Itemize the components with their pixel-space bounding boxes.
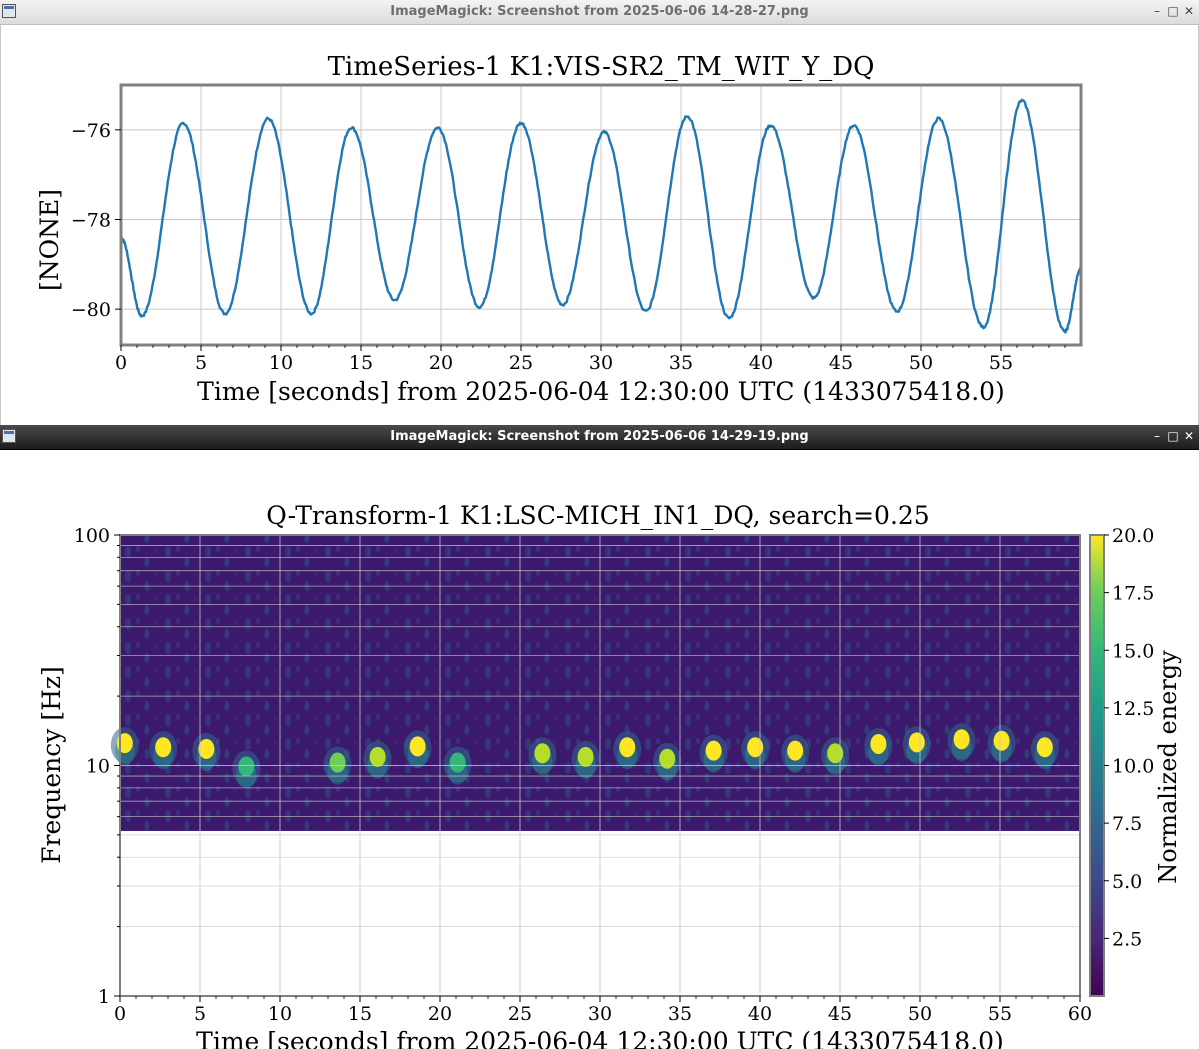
energy-spot xyxy=(409,736,426,757)
y-tick-label: −80 xyxy=(71,299,111,321)
x-tick-label: 25 xyxy=(508,1003,532,1025)
image-canvas: Q-Transform-1 K1:LSC-MICH_IN1_DQ, search… xyxy=(0,450,1199,1049)
y-axis-ticks: −80 −78 −76 xyxy=(71,120,121,321)
energy-spot xyxy=(198,738,215,759)
energy-spot xyxy=(993,730,1010,751)
y-axis-label: Frequency [Hz] xyxy=(37,666,66,864)
colorbar-tick-label: 10.0 xyxy=(1112,756,1154,778)
imagemagick-window-timeseries: ImageMagick: Screenshot from 2025-06-06 … xyxy=(0,0,1199,425)
y-axis-label: [NONE] xyxy=(35,189,64,291)
x-axis-ticks: 0 5 10 15 20 25 30 35 40 45 50 55 60 xyxy=(114,996,1092,1025)
x-tick-label: 20 xyxy=(428,1003,452,1025)
qtransform-plot: Q-Transform-1 K1:LSC-MICH_IN1_DQ, search… xyxy=(37,501,1182,1049)
minimize-icon[interactable]: – xyxy=(1154,4,1160,18)
y-tick-label: −78 xyxy=(71,209,111,231)
colorbar-label: Normalized energy xyxy=(1154,650,1182,884)
series-line xyxy=(120,98,1083,334)
energy-spot xyxy=(534,743,551,764)
x-tick-label: 40 xyxy=(749,352,773,374)
colorbar-tick-label: 2.5 xyxy=(1112,928,1142,950)
energy-spot xyxy=(787,740,804,761)
imagemagick-window-qtransform: ImageMagick: Screenshot from 2025-06-06 … xyxy=(0,425,1199,1049)
energy-spot xyxy=(238,756,255,777)
x-tick-label: 45 xyxy=(828,1003,852,1025)
x-tick-label: 55 xyxy=(988,1003,1012,1025)
y-tick-label: 100 xyxy=(74,525,110,547)
energy-spot xyxy=(870,733,887,754)
x-axis-label: Time [seconds] from 2025-06-04 12:30:00 … xyxy=(197,377,1005,406)
close-icon[interactable]: ✕ xyxy=(1183,429,1195,443)
x-tick-label: 20 xyxy=(429,352,453,374)
x-tick-label: 35 xyxy=(669,352,693,374)
energy-spot xyxy=(577,746,594,767)
y-tick-label: 1 xyxy=(98,986,110,1008)
window-menu-icon[interactable] xyxy=(2,4,16,18)
x-tick-label: 25 xyxy=(509,352,533,374)
x-tick-label: 5 xyxy=(195,352,207,374)
window-title: ImageMagick: Screenshot from 2025-06-06 … xyxy=(390,429,809,444)
colorbar-tick-label: 17.5 xyxy=(1112,583,1154,605)
timeseries-plot: TimeSeries-1 K1:VIS-SR2_TM_WIT_Y_DQ 0 5 10… xyxy=(35,52,1083,406)
energy-spot xyxy=(659,748,676,769)
colorbar-tick-label: 15.0 xyxy=(1112,640,1154,662)
x-tick-label: 40 xyxy=(748,1003,772,1025)
x-tick-label: 50 xyxy=(908,1003,932,1025)
energy-spot xyxy=(1036,737,1053,758)
y-tick-label: −76 xyxy=(71,120,111,142)
grid xyxy=(120,535,1080,996)
x-tick-label: 15 xyxy=(349,352,373,374)
energy-spot xyxy=(619,737,636,758)
window-title: ImageMagick: Screenshot from 2025-06-06 … xyxy=(390,4,809,19)
x-tick-label: 55 xyxy=(989,352,1013,374)
maximize-icon[interactable]: □ xyxy=(1167,4,1179,18)
maximize-icon[interactable]: □ xyxy=(1167,429,1179,443)
x-tick-label: 10 xyxy=(269,352,293,374)
image-canvas: TimeSeries-1 K1:VIS-SR2_TM_WIT_Y_DQ 0 5 10… xyxy=(0,25,1199,425)
colorbar-tick-label: 12.5 xyxy=(1112,698,1154,720)
colorbar xyxy=(1089,534,1105,997)
x-tick-label: 35 xyxy=(668,1003,692,1025)
plot-title: TimeSeries-1 K1:VIS-SR2_TM_WIT_Y_DQ xyxy=(328,52,875,82)
colorbar-ticks: 2.5 5.0 7.5 10.0 12.5 15.0 17.5 20.0 xyxy=(1104,525,1154,950)
energy-spot xyxy=(369,746,386,767)
close-icon[interactable]: ✕ xyxy=(1183,4,1195,18)
minimize-icon[interactable]: – xyxy=(1154,429,1160,443)
x-tick-label: 30 xyxy=(588,1003,612,1025)
energy-spots xyxy=(110,723,1059,789)
x-tick-label: 50 xyxy=(909,352,933,374)
plot-title: Q-Transform-1 K1:LSC-MICH_IN1_DQ, search… xyxy=(266,501,929,530)
x-tick-label: 30 xyxy=(589,352,613,374)
energy-spot xyxy=(747,737,764,758)
x-tick-label: 0 xyxy=(115,352,127,374)
window-titlebar[interactable]: ImageMagick: Screenshot from 2025-06-06 … xyxy=(0,425,1199,450)
x-tick-label: 0 xyxy=(114,1003,126,1025)
energy-spot xyxy=(329,752,346,773)
energy-spot xyxy=(827,743,844,764)
y-axis-ticks: 1 10 100 xyxy=(74,525,120,1008)
energy-spot xyxy=(449,752,466,773)
x-tick-label: 5 xyxy=(194,1003,206,1025)
energy-spot xyxy=(155,737,172,758)
x-tick-label: 60 xyxy=(1068,1003,1092,1025)
energy-spot xyxy=(953,729,970,750)
colorbar-tick-label: 5.0 xyxy=(1112,871,1142,893)
x-tick-label: 15 xyxy=(348,1003,372,1025)
window-menu-icon[interactable] xyxy=(2,429,16,443)
colorbar-tick-label: 7.5 xyxy=(1112,813,1142,835)
colorbar-tick-label: 20.0 xyxy=(1112,525,1154,547)
energy-spot xyxy=(908,732,925,753)
x-tick-label: 45 xyxy=(829,352,853,374)
x-axis-ticks: 0 5 10 15 20 25 30 35 40 45 50 55 xyxy=(115,345,1066,374)
energy-spot xyxy=(705,740,722,761)
x-axis-label: Time [seconds] from 2025-06-04 12:30:00 … xyxy=(196,1027,1004,1049)
x-tick-label: 10 xyxy=(268,1003,292,1025)
window-titlebar[interactable]: ImageMagick: Screenshot from 2025-06-06 … xyxy=(0,0,1199,25)
y-tick-label: 10 xyxy=(86,756,110,778)
